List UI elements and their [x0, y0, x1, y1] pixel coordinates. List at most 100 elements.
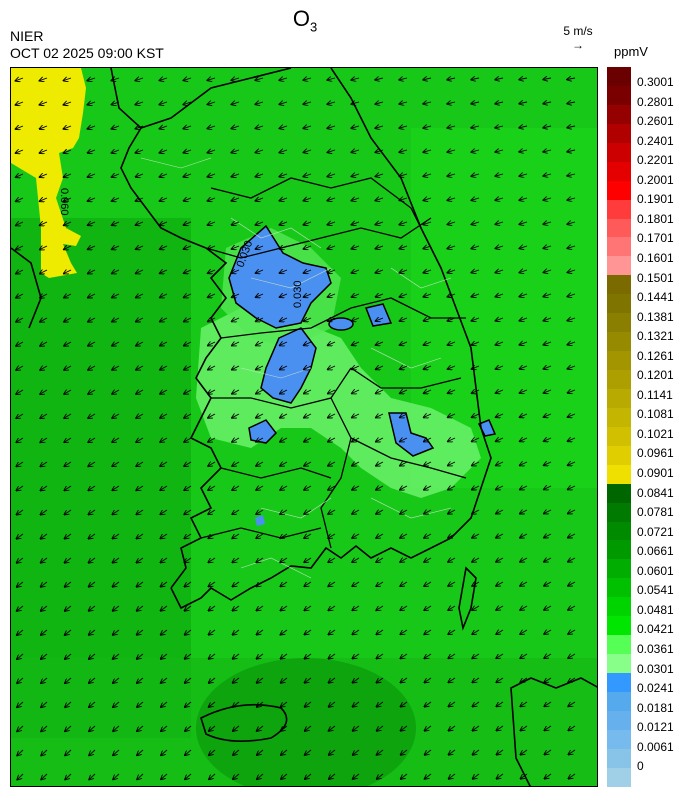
wind-arrow [160, 222, 168, 225]
wind-arrow [568, 366, 576, 369]
wind-arrow [40, 150, 48, 153]
wind-arrow [40, 222, 48, 225]
wind-arrow [544, 414, 552, 417]
wind-arrow [64, 126, 72, 129]
wind-arrow [16, 270, 24, 274]
legend-swatch [607, 559, 631, 579]
wind-arrow [352, 534, 360, 538]
wind-vector-field [16, 78, 576, 780]
wind-arrow [64, 174, 72, 177]
wind-arrow [352, 629, 360, 634]
wind-arrow [17, 725, 24, 731]
wind-arrow [328, 294, 336, 297]
wind-arrow [447, 246, 456, 249]
wind-arrow [424, 653, 432, 658]
wind-arrow [425, 749, 432, 755]
legend-tick-label: 0 [637, 759, 644, 774]
wind-arrow [305, 701, 312, 707]
wind-arrow [471, 102, 480, 104]
legend-swatch [607, 370, 631, 389]
wind-arrow [184, 246, 192, 249]
wind-arrow [16, 126, 24, 129]
wind-arrow [352, 653, 360, 659]
wind-arrow [472, 654, 480, 658]
wind-arrow [544, 318, 552, 321]
wind-arrow [256, 246, 264, 249]
legend-tick-label: 0.0361 [637, 641, 674, 656]
wind-arrow [65, 677, 72, 683]
wind-arrow [184, 462, 192, 466]
map-title: O3 [292, 6, 318, 35]
legend-swatch [607, 256, 631, 276]
legend-swatch [607, 332, 631, 352]
wind-arrow [472, 534, 480, 538]
legend-swatch [607, 199, 631, 219]
wind-arrow [88, 102, 96, 105]
wind-arrow [209, 677, 216, 683]
wind-arrow [65, 605, 72, 611]
legend-swatch [607, 540, 631, 560]
wind-arrow [328, 558, 336, 562]
wind-arrow [352, 462, 360, 466]
wind-arrow [136, 438, 144, 442]
wind-arrow [16, 102, 24, 105]
wind-arrow [65, 557, 72, 563]
wind-arrow [401, 725, 408, 731]
wind-arrow [137, 725, 144, 731]
wind-arrow [160, 342, 168, 346]
wind-arrow [207, 102, 216, 104]
wind-arrow [377, 725, 384, 731]
wind-arrow [209, 653, 216, 659]
wind-arrow [231, 78, 240, 80]
wind-arrow [400, 534, 408, 538]
wind-arrow [423, 174, 432, 176]
wind-arrow [256, 270, 264, 273]
wind-arrow [41, 605, 48, 611]
wind-arrow [449, 773, 456, 779]
wind-arrow [496, 558, 504, 562]
wind-arrow [160, 486, 168, 490]
wind-arrow [399, 198, 408, 200]
wind-arrow [303, 102, 312, 104]
wind-arrow [423, 246, 432, 249]
wind-arrow [448, 462, 456, 466]
wind-arrow [495, 222, 504, 224]
wind-arrow [448, 701, 456, 707]
wind-arrow [376, 366, 384, 369]
wind-arrow [17, 509, 24, 515]
wind-arrow [399, 222, 408, 225]
legend-swatch [607, 313, 631, 333]
legend-swatch [607, 294, 631, 314]
wind-arrow [328, 462, 336, 466]
wind-arrow [112, 102, 120, 105]
wind-arrow [89, 749, 96, 755]
wind-arrow [400, 438, 408, 442]
wind-arrow [400, 510, 408, 514]
wind-arrow [472, 390, 480, 393]
wind-arrow [279, 150, 288, 153]
wind-arrow [305, 653, 312, 659]
wind-arrow [352, 582, 360, 586]
legend-swatch [607, 767, 631, 787]
wind-arrow [160, 198, 168, 201]
wind-arrow [328, 438, 336, 442]
wind-arrow [544, 749, 552, 755]
wind-arrow [184, 150, 192, 153]
wind-arrow [208, 414, 216, 418]
wind-arrow [425, 725, 432, 731]
wind-arrow [423, 126, 432, 128]
wind-arrow [41, 653, 48, 659]
wind-arrow [352, 222, 360, 225]
wind-arrow [544, 366, 552, 369]
wind-arrow [471, 126, 480, 128]
wind-arrow [232, 198, 240, 201]
wind-arrow [41, 557, 48, 563]
wind-arrow [208, 174, 216, 177]
wind-arrow [543, 246, 552, 248]
wind-arrow [41, 581, 48, 587]
wind-arrow [568, 438, 576, 441]
wind-arrow [424, 414, 432, 417]
wind-arrow [184, 557, 192, 563]
wind-arrow [304, 270, 312, 273]
wind-arrow [232, 438, 240, 442]
